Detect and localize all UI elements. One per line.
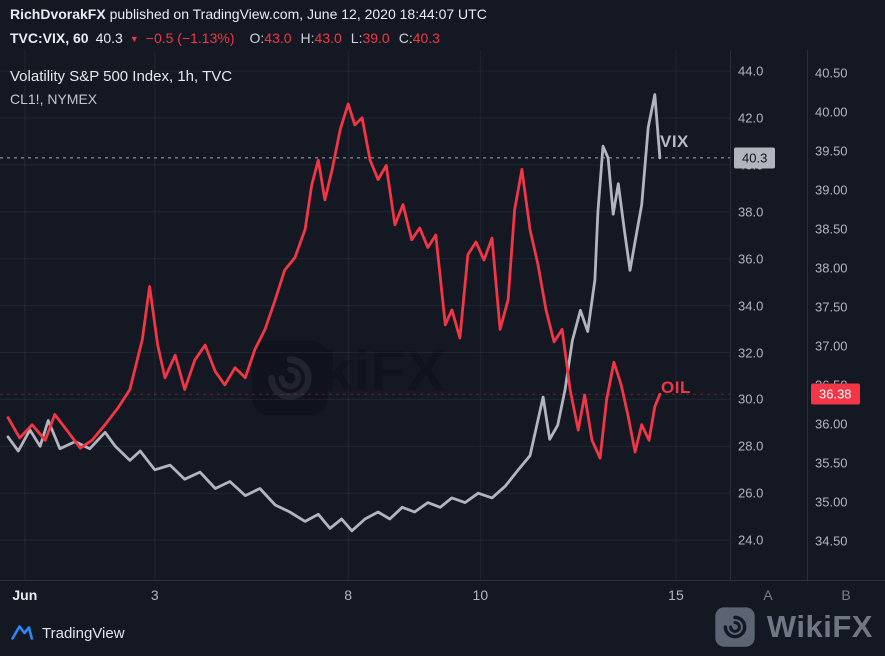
- vix-axis-tick: 28.0: [738, 438, 764, 454]
- time-axis-tick: 8: [344, 587, 353, 603]
- tradingview-brand-link[interactable]: TradingView: [42, 624, 125, 642]
- time-axis-tick: Jun: [12, 587, 38, 603]
- vix-series-label: VIX: [660, 132, 689, 151]
- last-price: 40.3: [95, 30, 123, 46]
- price-axis-vix[interactable]: 40.3 44.042.040.038.036.034.032.030.028.…: [730, 50, 808, 580]
- tradingview-logo-icon: [11, 625, 34, 640]
- wikifx-corner-mark: WikiFX: [714, 606, 873, 648]
- vix-axis-tick: 34.0: [738, 298, 764, 314]
- oil-axis-tick: 35.00: [815, 494, 848, 510]
- vix-axis-tick: 30.0: [738, 391, 764, 407]
- vix-price-badge: 40.3: [734, 147, 776, 169]
- symbol-bar: TVC:VIX, 60 40.3 ▼ −0.5 (−1.13%) O:43.0 …: [0, 26, 885, 50]
- oil-axis-tick: 35.50: [815, 455, 848, 471]
- ohlc-values: O:43.0 H:43.0 L:39.0 C:40.3: [250, 30, 440, 46]
- author-name: RichDvorakFX: [10, 6, 106, 22]
- oil-axis-tick: 38.50: [815, 221, 848, 237]
- oil-axis-tick: 37.00: [815, 338, 848, 354]
- chart-plot-pane[interactable]: WikiFX Volatility S&P 500 Index, 1h, TVC…: [0, 50, 730, 580]
- axis-id-b: B: [841, 587, 851, 603]
- oil-axis-tick: 39.00: [815, 182, 848, 198]
- oil-axis-tick: 36.00: [815, 416, 848, 432]
- oil-axis-tick: 40.50: [815, 65, 848, 81]
- vix-axis-tick: 32.0: [738, 345, 764, 361]
- oil-axis-tick: 34.50: [815, 533, 848, 549]
- high-value: H:43.0: [300, 30, 342, 46]
- wikifx-brand-text: WikiFX: [766, 609, 873, 644]
- vix-axis-tick: 24.0: [738, 532, 764, 548]
- down-triangle-icon: ▼: [129, 34, 139, 44]
- low-value: L:39.0: [350, 30, 390, 46]
- axis-id-a: A: [763, 587, 773, 603]
- price-axis-oil[interactable]: 36.38 40.50 40.00 39.50 39.00 38.50 38.00 37.5…: [807, 50, 885, 580]
- time-axis[interactable]: Jun 3 8 10 15 A B: [0, 580, 885, 611]
- oil-axis-tick: 38.00: [815, 260, 848, 276]
- oil-axis-tick: 39.50: [815, 143, 848, 159]
- series-line-vix: [6, 93, 662, 533]
- vix-axis-tick: 26.0: [738, 485, 764, 501]
- symbol-name: TVC:VIX, 60: [10, 30, 89, 46]
- footer-bar: TradingView: [0, 610, 885, 656]
- vix-axis-tick: 38.0: [738, 204, 764, 220]
- series-line-oil: [6, 102, 662, 460]
- open-value: O:43.0: [249, 30, 292, 46]
- chart-canvas[interactable]: [0, 50, 730, 580]
- vix-axis-tick: 42.0: [738, 110, 764, 126]
- oil-series-label: OIL: [661, 378, 691, 397]
- close-value: C:40.3: [398, 30, 440, 46]
- published-text: published on TradingView.com, June 12, 2…: [105, 6, 487, 22]
- vix-axis-tick: 44.0: [738, 63, 764, 79]
- time-axis-tick: 3: [150, 587, 159, 603]
- wikifx-logo-icon: [715, 607, 755, 647]
- oil-axis-tick: 40.00: [815, 104, 848, 120]
- price-change: −0.5 (−1.13%): [145, 30, 235, 46]
- publish-bar: RichDvorakFX published on TradingView.co…: [0, 0, 885, 28]
- vix-axis-tick: 36.0: [738, 251, 764, 267]
- time-axis-tick: 15: [668, 587, 684, 603]
- oil-axis-tick: 37.50: [815, 299, 848, 315]
- time-axis-tick: 10: [472, 587, 489, 603]
- oil-price-badge: 36.38: [811, 383, 860, 405]
